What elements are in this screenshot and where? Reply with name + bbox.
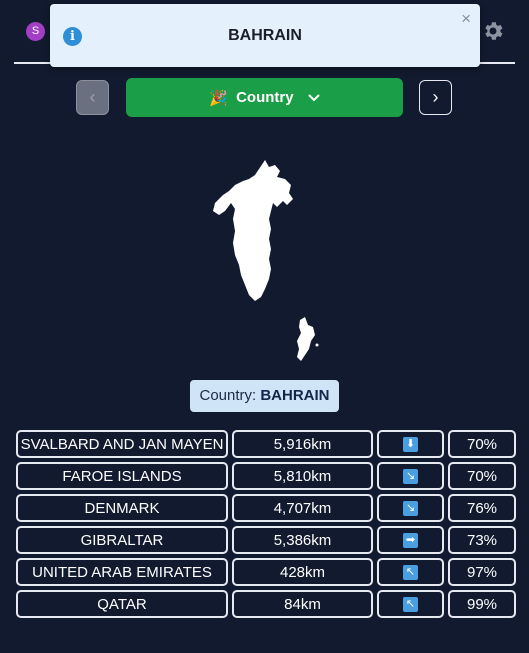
guess-proximity-cell: 76% bbox=[448, 494, 516, 522]
guess-country-name: SVALBARD AND JAN MAYEN bbox=[20, 435, 224, 453]
direction-arrow-icon: ➡ bbox=[403, 533, 418, 549]
guess-distance-cell: 4,707km bbox=[232, 494, 373, 522]
next-button[interactable]: › bbox=[419, 80, 452, 115]
guess-distance-cell: 428km bbox=[232, 558, 373, 586]
direction-arrow-icon-cell: ⬇ bbox=[377, 430, 444, 458]
direction-arrow-icon: ↘ bbox=[403, 501, 418, 517]
guess-distance-cell: 5,810km bbox=[232, 462, 373, 490]
guess-proximity-cell: 97% bbox=[448, 558, 516, 586]
direction-arrow-icon-cell: ➡ bbox=[377, 526, 444, 554]
guess-proximity: 70% bbox=[466, 435, 498, 453]
direction-arrow-icon-cell: ↖ bbox=[377, 590, 444, 618]
guess-row: DENMARK 4,707km ↘ 76% bbox=[16, 494, 516, 522]
guess-row: QATAR 84km ↖ 99% bbox=[16, 590, 516, 618]
answer-label: Country: BAHRAIN bbox=[190, 380, 339, 412]
guess-proximity-cell: 70% bbox=[448, 430, 516, 458]
guess-country-name-cell: FAROE ISLANDS bbox=[16, 462, 228, 490]
direction-arrow-icon-cell: ↘ bbox=[377, 462, 444, 490]
gear-icon[interactable] bbox=[481, 19, 505, 43]
guess-country-name-cell: UNITED ARAB EMIRATES bbox=[16, 558, 228, 586]
guess-distance: 4,707km bbox=[273, 499, 332, 517]
previous-button[interactable]: ‹ bbox=[76, 80, 109, 115]
guess-distance-cell: 5,386km bbox=[232, 526, 373, 554]
guesses-table: SVALBARD AND JAN MAYEN 5,916km ⬇ 70% FAROE I… bbox=[12, 426, 520, 622]
guess-proximity: 76% bbox=[466, 499, 498, 517]
guess-proximity-cell: 99% bbox=[448, 590, 516, 618]
country-silhouette bbox=[213, 160, 319, 361]
toast-title: BAHRAIN bbox=[228, 27, 302, 44]
party-icon: 🎉 bbox=[209, 89, 229, 107]
mode-dropdown-button[interactable]: 🎉 Country bbox=[126, 78, 403, 117]
mode-label: Country bbox=[236, 89, 294, 106]
guess-row: GIBRALTAR 5,386km ➡ 73% bbox=[16, 526, 516, 554]
guess-country-name: FAROE ISLANDS bbox=[62, 467, 182, 485]
guess-country-name: DENMARK bbox=[84, 499, 160, 517]
direction-arrow-icon-cell: ↘ bbox=[377, 494, 444, 522]
guess-proximity-cell: 73% bbox=[448, 526, 516, 554]
chevron-down-icon bbox=[307, 93, 320, 101]
guess-distance-cell: 5,916km bbox=[232, 430, 373, 458]
guess-country-name-cell: GIBRALTAR bbox=[16, 526, 228, 554]
guess-proximity: 97% bbox=[466, 563, 498, 581]
info-icon: i bbox=[63, 27, 82, 46]
guess-country-name: UNITED ARAB EMIRATES bbox=[32, 563, 212, 581]
guess-distance: 428km bbox=[279, 563, 326, 581]
guess-distance: 5,916km bbox=[273, 435, 332, 453]
guess-country-name-cell: SVALBARD AND JAN MAYEN bbox=[16, 430, 228, 458]
guess-distance: 5,810km bbox=[273, 467, 332, 485]
direction-arrow-icon: ↘ bbox=[403, 469, 418, 485]
direction-arrow-icon: ↖ bbox=[403, 597, 418, 613]
user-avatar[interactable]: S bbox=[26, 22, 45, 41]
guess-proximity-cell: 70% bbox=[448, 462, 516, 490]
guess-row: FAROE ISLANDS 5,810km ↘ 70% bbox=[16, 462, 516, 490]
guess-row: UNITED ARAB EMIRATES 428km ↖ 97% bbox=[16, 558, 516, 586]
guess-country-name: GIBRALTAR bbox=[80, 531, 164, 549]
direction-arrow-icon: ↖ bbox=[403, 565, 418, 581]
guess-row: SVALBARD AND JAN MAYEN 5,916km ⬇ 70% bbox=[16, 430, 516, 458]
guess-distance-cell: 84km bbox=[232, 590, 373, 618]
guess-country-name-cell: DENMARK bbox=[16, 494, 228, 522]
guess-proximity: 73% bbox=[466, 531, 498, 549]
guess-country-name-cell: QATAR bbox=[16, 590, 228, 618]
direction-arrow-icon: ⬇ bbox=[403, 437, 418, 453]
guess-distance: 5,386km bbox=[273, 531, 332, 549]
guess-proximity: 99% bbox=[466, 595, 498, 613]
notification-toast: i BAHRAIN × bbox=[50, 4, 480, 67]
direction-arrow-icon-cell: ↖ bbox=[377, 558, 444, 586]
guess-distance: 84km bbox=[284, 595, 321, 613]
guess-country-name: QATAR bbox=[97, 595, 147, 613]
close-icon[interactable]: × bbox=[461, 9, 471, 28]
guess-proximity: 70% bbox=[466, 467, 498, 485]
